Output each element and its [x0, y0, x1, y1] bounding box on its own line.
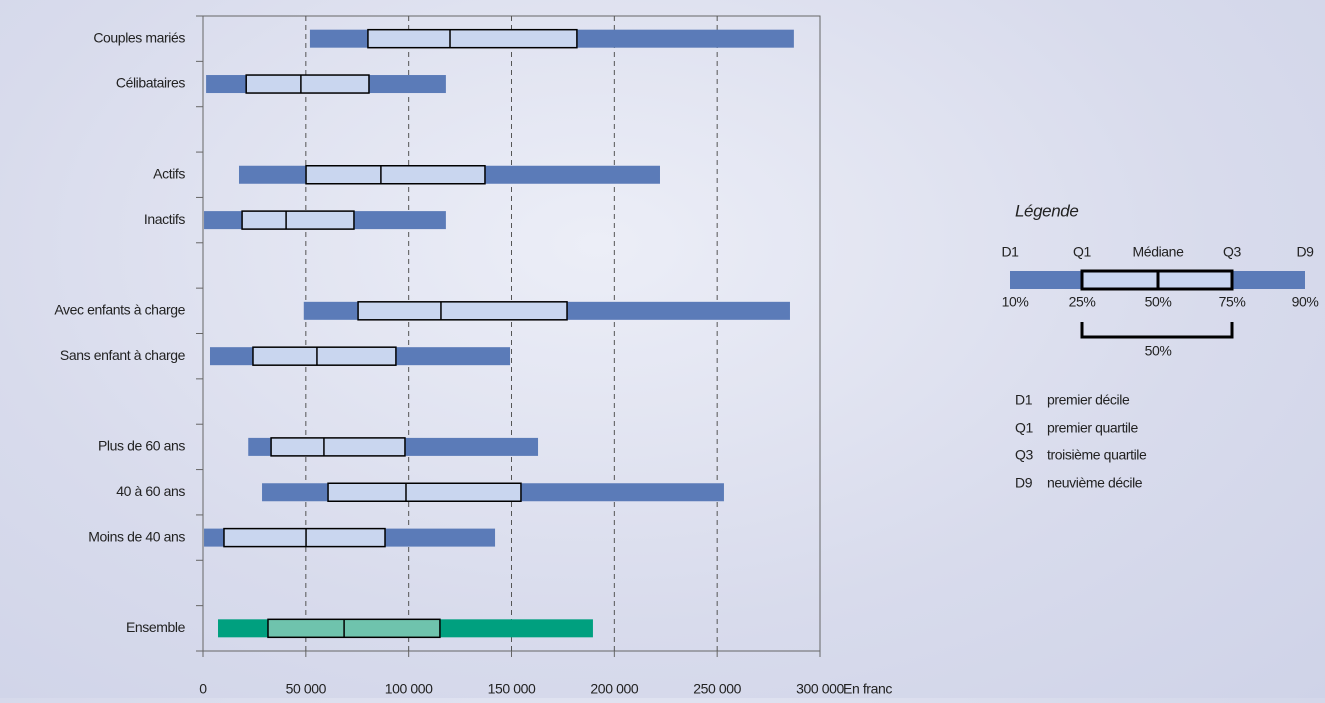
x-tick-label: 0: [199, 681, 207, 697]
y-tick-label: Couples mariés: [93, 29, 185, 45]
box: [223, 527, 386, 548]
legend-title: Légende: [1015, 201, 1078, 220]
y-tick-label: Moins de 40 ans: [88, 528, 185, 544]
x-tick-label: 50 000: [286, 681, 327, 697]
x-tick-label: 100 000: [385, 681, 433, 697]
box: [357, 301, 568, 321]
box: [241, 210, 355, 230]
y-tick-label: Célibataires: [116, 75, 186, 91]
box: [327, 482, 522, 502]
box: [270, 437, 406, 457]
x-tick-label: 200 000: [590, 681, 638, 697]
y-tick-label: Actifs: [153, 165, 185, 181]
box: [252, 346, 397, 366]
legend-label: Médiane: [1133, 244, 1185, 260]
legend-label: Q3: [1223, 244, 1241, 260]
y-tick-label: Sans enfant à charge: [60, 347, 186, 363]
legend-bracket: [1080, 322, 1234, 339]
x-tick-label: 300 000: [796, 681, 844, 697]
legend-label: D9: [1296, 244, 1314, 260]
legend-definition: premier décile: [1047, 392, 1130, 408]
legend-code: Q3: [1015, 447, 1033, 463]
legend-span: 50%: [1145, 343, 1172, 359]
y-tick-label: Ensemble: [126, 619, 186, 635]
legend-definition: neuvième décile: [1047, 475, 1143, 491]
box: [267, 618, 441, 639]
legend-code: Q1: [1015, 420, 1033, 436]
x-tick-label: 150 000: [488, 681, 536, 697]
x-tick-label: 250 000: [693, 681, 741, 697]
legend-code: D9: [1015, 475, 1033, 491]
legend-label: D1: [1001, 244, 1019, 260]
x-axis-label: En franc: [843, 681, 892, 697]
legend-definition: troisième quartile: [1047, 447, 1147, 463]
box: [305, 165, 486, 185]
y-tick-label: Inactifs: [144, 211, 186, 227]
y-tick-label: 40 à 60 ans: [116, 483, 185, 499]
y-tick-label: Plus de 60 ans: [98, 438, 185, 454]
legend-percent: 90%: [1292, 294, 1319, 310]
box: [245, 74, 370, 94]
legend-percent: 10%: [1002, 294, 1029, 310]
legend-percent: 25%: [1069, 294, 1096, 310]
y-tick-label: Avec enfants à charge: [54, 302, 185, 318]
box: [367, 28, 578, 49]
legend-code: D1: [1015, 392, 1033, 408]
legend-definition: premier quartile: [1047, 420, 1138, 436]
legend-percent: 75%: [1219, 294, 1246, 310]
legend-percent: 50%: [1145, 294, 1172, 310]
legend: Légende D1 Q1 Médiane Q3 D9 10% 25% 50% …: [1001, 201, 1318, 490]
legend-label: Q1: [1073, 244, 1091, 260]
